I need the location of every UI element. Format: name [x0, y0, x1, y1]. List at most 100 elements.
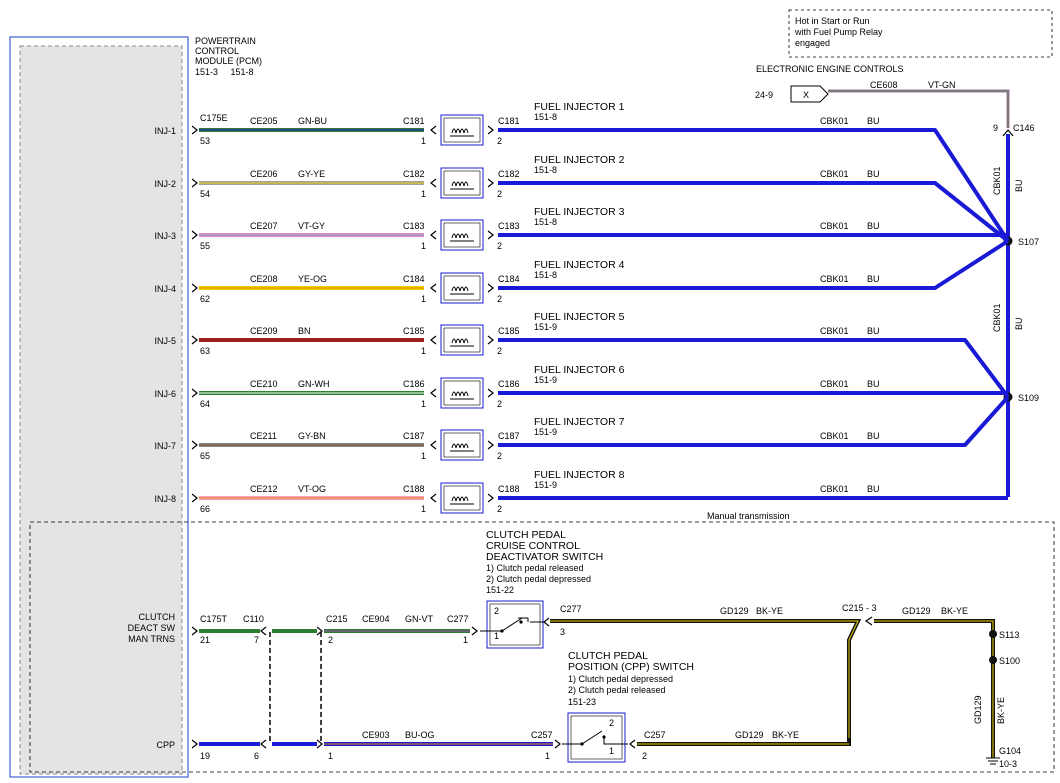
- eec-wire: [828, 89, 1010, 128]
- cpp-switch-state-2: 2) Clutch pedal released: [568, 685, 666, 695]
- injector-3-pcm-arrow: [191, 230, 198, 240]
- injector-6-circuit: CE210: [250, 379, 278, 389]
- injector-2-circuit: CE206: [250, 169, 278, 179]
- c146-arrow: [1002, 129, 1014, 137]
- eec-pin: 9: [993, 123, 998, 133]
- clutch-switch-pos-2: 2: [494, 606, 499, 616]
- vertical-gnd-circuit: GD129: [973, 695, 983, 724]
- injector-6-ref: 151-9: [534, 375, 557, 385]
- eec-title: ELECTRONIC ENGINE CONTROLS: [756, 64, 904, 74]
- clutch-switch-out-arrow: [543, 617, 550, 627]
- vertical-gnd-color: BK-YE: [996, 697, 1006, 724]
- eec-color: VT-GN: [928, 80, 956, 90]
- clutch-switch-out-pin: 3: [560, 627, 565, 637]
- clutch-c277-in: C277: [447, 614, 469, 624]
- injector-1-feed-color: BU: [867, 116, 880, 126]
- clutch-c175t: C175T: [200, 614, 228, 624]
- right-gnd-color: BK-YE: [941, 606, 968, 616]
- eec-x-connector: [790, 85, 829, 103]
- injector-5-coil-icon: [450, 338, 474, 347]
- injector-5-feed-circuit: CBK01: [820, 326, 849, 336]
- clutch-pcm-pin: 21: [200, 635, 210, 645]
- injector-2-pcm-label: INJ-2: [154, 179, 176, 189]
- clutch-switch-ref: 151-22: [486, 585, 514, 595]
- clutch-c215-pin: 2: [328, 635, 333, 645]
- injector-4-pcm-label: INJ-4: [154, 284, 176, 294]
- injector-7-feed-wire: [498, 395, 1010, 447]
- clutch-switch-title-3: DEACTIVATOR SWITCH: [486, 551, 603, 563]
- injector-3-pcm-pin: 55: [200, 241, 210, 251]
- injector-6-connector-out-arrow: [487, 388, 494, 398]
- injector-6-pcm-pin: 64: [200, 399, 210, 409]
- injector-5-pcm-arrow: [191, 335, 198, 345]
- injector-7-connector-in: C187: [403, 431, 425, 441]
- cpp-pcm-pin: 19: [200, 751, 210, 761]
- injector-7-coil-icon: [450, 443, 474, 452]
- clutch-gnd-circuit: GD129: [720, 606, 749, 616]
- injector-2-name: FUEL INJECTOR 2: [534, 154, 625, 166]
- cpp-label: CPP: [156, 740, 175, 750]
- injector-8-feed-circuit: CBK01: [820, 484, 849, 494]
- note-box: [788, 9, 1053, 58]
- injector-3-connector-out-arrow: [487, 230, 494, 240]
- injector-7-pin-in: 1: [421, 451, 426, 461]
- injector-5-connector-in-arrow: [430, 335, 437, 345]
- injector-1-pcm-pin: 53: [200, 136, 210, 146]
- injector-7-circuit: CE211: [250, 431, 277, 441]
- injector-1-feed-circuit: CBK01: [820, 116, 849, 126]
- injector-5-circuit: CE209: [250, 326, 278, 336]
- injector-5-pin-in: 1: [421, 346, 426, 356]
- right-gnd-circuit: GD129: [902, 606, 931, 616]
- clutch-switch-title-2: CRUISE CONTROL: [486, 540, 580, 552]
- pcm-module-inner: [19, 45, 183, 775]
- cpp-c215-arrow: [316, 739, 323, 749]
- injector-4-connector-in-arrow: [430, 283, 437, 293]
- injector-3-circuit: CE207: [250, 221, 278, 231]
- splice-s107-label: S107: [1018, 237, 1039, 247]
- cpp-switch-inner: [570, 715, 623, 760]
- injector-2-pin-out: 2: [497, 189, 502, 199]
- injector-1-pcm-label: INJ-1: [154, 126, 176, 136]
- injector-1-connector-out: C181: [498, 116, 520, 126]
- cpp-switch-title-2: POSITION (CPP) SWITCH: [568, 661, 694, 673]
- injector-8-pcm-label: INJ-8: [154, 494, 176, 504]
- injector-7-pcm-arrow: [191, 440, 198, 450]
- injector-7-feed-color: BU: [867, 431, 880, 441]
- injector-6-feed-circuit: CBK01: [820, 379, 849, 389]
- injector-4-circuit: CE208: [250, 274, 278, 284]
- clutch-c215: C215: [326, 614, 348, 624]
- injector-4-feed-color: BU: [867, 274, 880, 284]
- eec-x-label: X: [803, 90, 809, 100]
- manual-transmission-box: [29, 521, 1055, 773]
- injector-8-pcm-pin: 66: [200, 504, 210, 514]
- injector-6-pcm-label: INJ-6: [154, 389, 176, 399]
- injector-7-injector-inner: [443, 432, 481, 458]
- cpp-switch-title-1: CLUTCH PEDAL: [568, 650, 648, 662]
- cpp-switch-in-arrow: [554, 739, 561, 749]
- clutch-switch-out-connector: C277: [560, 604, 582, 614]
- injector-6-pin-in: 1: [421, 399, 426, 409]
- cpp-gnd-color: BK-YE: [772, 730, 799, 740]
- clutch-switch-in-arrow: [471, 626, 478, 636]
- injector-8-wire-color: VT-OG: [298, 484, 326, 494]
- injector-3-pin-out: 2: [497, 241, 502, 251]
- injector-8-name: FUEL INJECTOR 8: [534, 469, 625, 481]
- pcm-refs: 151-3 151-8: [195, 67, 254, 77]
- injector-4-ref: 151-8: [534, 270, 557, 280]
- injector-2-injector-inner: [443, 170, 481, 196]
- note-line-2: with Fuel Pump Relay: [794, 27, 883, 37]
- injector-3-pcm-label: INJ-3: [154, 231, 176, 241]
- injector-6-name: FUEL INJECTOR 6: [534, 364, 625, 376]
- clutch-switch-state-2: 2) Clutch pedal depressed: [486, 574, 591, 584]
- injector-2-connector-out-arrow: [487, 178, 494, 188]
- cpp-switch-state-1: 1) Clutch pedal depressed: [568, 674, 673, 684]
- injector-7-pcm-label: INJ-7: [154, 441, 176, 451]
- clutch-c215-arrow: [316, 626, 323, 636]
- eec-wire-stripe: [828, 90, 1009, 128]
- injector-5-feed-wire: [498, 338, 1010, 399]
- injector-3-name: FUEL INJECTOR 3: [534, 206, 625, 218]
- clutch-c110-pin: 7: [254, 635, 259, 645]
- injector-8-circuit: CE212: [250, 484, 278, 494]
- injector-8-connector-out-arrow: [487, 493, 494, 503]
- note-line-3: engaged: [795, 38, 830, 48]
